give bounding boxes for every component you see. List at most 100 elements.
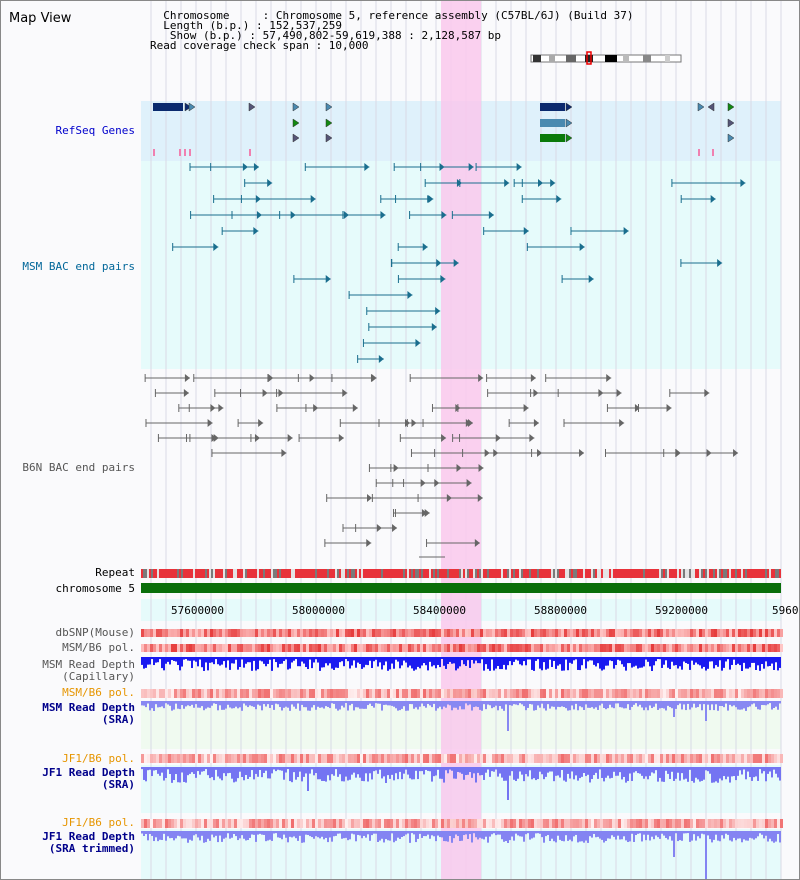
gene-tick — [698, 149, 700, 156]
msm-capillary-depth — [329, 657, 331, 664]
track-label-repeat: Repeat — [95, 566, 135, 579]
msm-pol2-heat — [360, 689, 363, 698]
jf1-trim-depth — [729, 831, 731, 841]
msm-capillary-depth — [275, 657, 277, 663]
jf1-pol2-heat — [423, 819, 426, 828]
jf1-pol2-heat — [258, 819, 261, 828]
jf1-sra-depth — [743, 767, 745, 770]
jf1-trim-depth — [499, 831, 501, 835]
jf1-trim-depth — [607, 831, 609, 839]
msm-sra-depth — [615, 701, 617, 704]
jf1-pol-heat — [414, 754, 417, 763]
msm-pol2-heat — [177, 689, 180, 698]
msm-capillary-depth — [641, 657, 643, 668]
jf1-pol2-heat — [618, 819, 621, 828]
repeat-segment — [571, 569, 573, 578]
jf1-sra-depth — [727, 767, 729, 777]
msm-pol-heat — [435, 644, 438, 652]
msm-sra-depth — [213, 701, 215, 704]
msm-sra-depth — [759, 701, 761, 710]
msm-pol-heat — [501, 644, 504, 652]
jf1-pol2-heat — [387, 819, 390, 828]
gene-block — [540, 119, 565, 127]
track-label-b6n-bac[interactable]: B6N BAC end pairs — [22, 461, 135, 474]
dbsnp-heat — [738, 629, 741, 637]
track-label-refseq-genes[interactable]: RefSeq Genes — [55, 124, 135, 137]
jf1-trim-depth — [451, 831, 453, 843]
dbsnp-heat — [471, 629, 474, 637]
jf1-pol-heat — [198, 754, 201, 763]
jf1-trim-depth — [259, 831, 261, 834]
msm-pol2-heat — [669, 689, 672, 698]
msm-capillary-depth — [779, 657, 781, 668]
jf1-trim-depth — [677, 831, 679, 842]
jf1-pol2-heat — [666, 819, 669, 828]
dbsnp-heat — [366, 629, 369, 637]
jf1-pol2-heat — [300, 819, 303, 828]
dbsnp-heat — [348, 629, 351, 637]
repeat-segment — [285, 569, 287, 578]
msm-capillary-depth — [335, 657, 337, 668]
msm-sra-depth — [765, 701, 767, 706]
jf1-sra-depth — [369, 767, 371, 774]
msm-pol2-heat — [678, 689, 681, 698]
msm-pol2-heat — [234, 689, 237, 698]
axis-tick-57600000: 57600000 — [171, 604, 224, 617]
repeat-segment — [163, 569, 165, 578]
repeat-segment — [717, 569, 719, 578]
msm-pol-heat — [384, 644, 387, 652]
msm-sra-depth — [699, 701, 701, 705]
msm-pol-heat — [612, 644, 615, 652]
msm-capillary-depth — [553, 657, 555, 661]
repeat-segment — [241, 569, 243, 578]
msm-pol-heat — [531, 644, 534, 652]
jf1-pol-heat — [336, 754, 339, 763]
repeat-segment — [303, 569, 305, 578]
msm-sra-depth — [277, 701, 279, 705]
msm-capillary-depth — [195, 657, 197, 662]
repeat-segment — [177, 569, 179, 578]
repeat-segment — [457, 569, 459, 578]
repeat-segment — [321, 569, 323, 578]
msm-sra-depth — [719, 701, 721, 706]
msm-sra-depth — [571, 701, 573, 706]
msm-pol2-heat — [363, 689, 366, 698]
dbsnp-heat — [264, 629, 267, 637]
repeat-segment — [435, 569, 437, 578]
repeat-segment — [343, 569, 345, 578]
msm-pol2-heat — [423, 689, 426, 698]
repeat-segment — [653, 569, 655, 578]
msm-sra-depth — [567, 701, 569, 711]
jf1-trim-depth — [251, 831, 253, 835]
msm-pol2-heat — [507, 689, 510, 698]
msm-pol2-heat — [192, 689, 195, 698]
jf1-sra-depth — [431, 767, 433, 782]
msm-capillary-depth — [505, 657, 507, 670]
repeat-segment — [585, 569, 587, 578]
jf1-pol2-heat — [453, 819, 456, 828]
msm-pol2-heat — [150, 689, 153, 698]
jf1-trim-depth — [535, 831, 537, 834]
msm-sra-depth — [617, 701, 619, 704]
jf1-pol2-heat — [168, 819, 171, 828]
msm-sra-depth — [443, 701, 445, 707]
jf1-pol-heat — [429, 754, 432, 763]
jf1-trim-depth — [207, 831, 209, 839]
msm-pol-heat — [258, 644, 261, 652]
msm-pol-heat — [312, 644, 315, 652]
dbsnp-heat — [210, 629, 213, 637]
repeat-segment — [253, 569, 255, 578]
msm-bac-pair — [253, 163, 259, 171]
msm-capillary-depth — [295, 657, 297, 660]
jf1-sra-depth — [299, 767, 301, 772]
jf1-sra-depth — [557, 767, 559, 776]
msm-capillary-depth — [559, 657, 561, 665]
jf1-pol-heat — [696, 754, 699, 763]
track-label-jf1-read-depth-trimmed: JF1 Read Depth (SRA trimmed) — [1, 831, 135, 855]
msm-sra-depth — [707, 701, 709, 705]
msm-sra-depth — [381, 701, 383, 711]
track-label-msm-bac[interactable]: MSM BAC end pairs — [22, 260, 135, 273]
jf1-pol-heat — [243, 754, 246, 763]
jf1-sra-depth — [153, 767, 155, 771]
